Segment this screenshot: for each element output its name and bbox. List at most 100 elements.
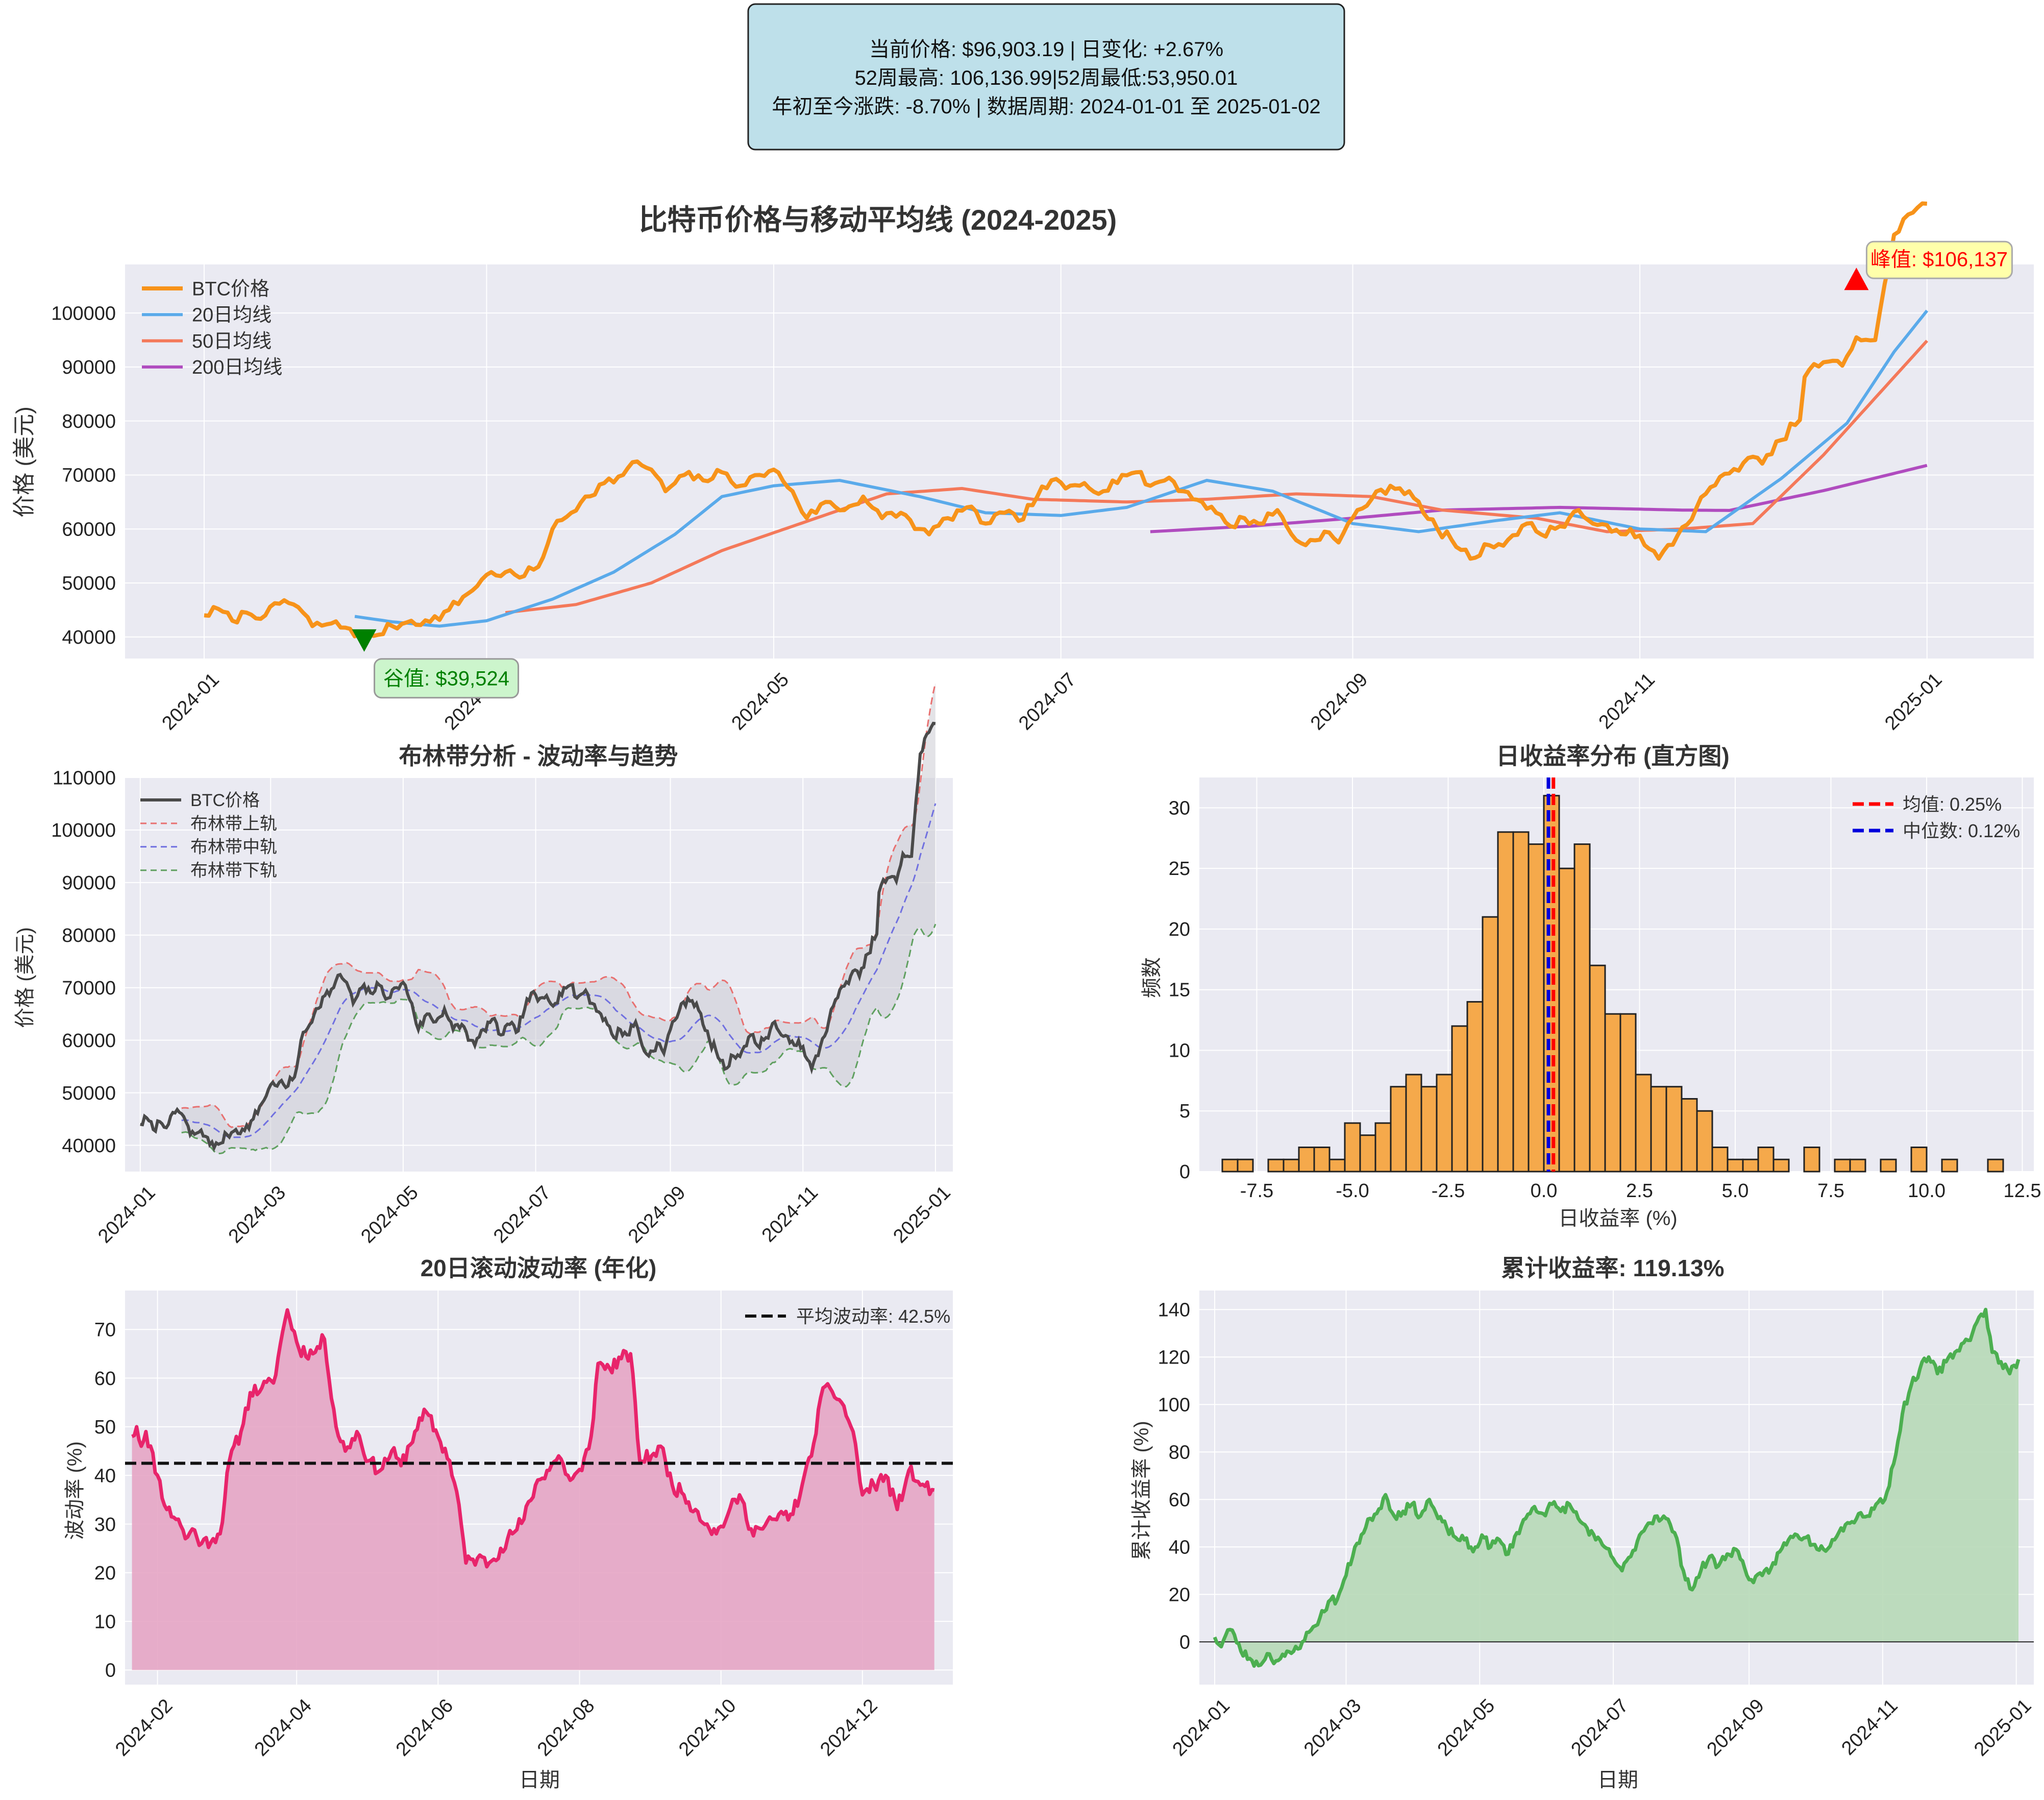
histogram-bar	[1696, 1110, 1713, 1173]
bollinger-price-line	[140, 721, 936, 1152]
histogram-bar	[1711, 1146, 1729, 1173]
histogram-x-tick-label: 0.0	[1531, 1180, 1558, 1202]
bollinger-legend-label: BTC价格	[190, 791, 260, 810]
histogram-bar	[1558, 867, 1575, 1173]
histogram-bar	[1283, 1158, 1300, 1173]
histogram-y-tick-label: 5	[1179, 1101, 1190, 1122]
peak-marker	[1844, 267, 1869, 290]
main-legend-label: BTC价格	[192, 278, 269, 300]
peak-label-box	[1865, 240, 2013, 279]
histogram-bar	[1834, 1158, 1851, 1173]
histogram-x-tick-label: 2.5	[1626, 1180, 1653, 1202]
summary-box-frame	[747, 3, 1345, 151]
main-legend-label: 50日均线	[192, 331, 272, 352]
volatility-y-tick-label: 0	[105, 1660, 116, 1682]
histogram-x-axis-label: 日收益率 (%)	[1558, 1207, 1677, 1230]
histogram-x-tick-label: -2.5	[1432, 1180, 1465, 1202]
ma50-line	[505, 339, 1929, 615]
histogram-bar	[1543, 795, 1560, 1173]
histogram-bar	[1497, 831, 1514, 1173]
histogram-bar	[1727, 1158, 1744, 1173]
bollinger-legend-label: 布林带上轨	[190, 814, 277, 834]
histogram-y-axis-label: 频数	[1141, 957, 1163, 998]
histogram-bar	[1420, 1086, 1438, 1173]
main-y-tick-label: 80000	[62, 411, 116, 432]
histogram-bar	[1328, 1158, 1346, 1173]
histogram-x-tick-label: -7.5	[1240, 1180, 1273, 1202]
bollinger-chart: 40000 50000 60000 70000 80000 90000 100000 1100…	[51, 683, 955, 1247]
histogram-bar	[1405, 1074, 1422, 1173]
bollinger-y-tick-label: 50000	[62, 1083, 116, 1104]
cumulative-area	[1215, 1309, 2018, 1666]
histogram-bar	[1604, 1013, 1621, 1173]
cumulative-y-tick-label: 140	[1158, 1300, 1190, 1321]
volatility-y-tick-label: 30	[94, 1514, 116, 1536]
summary-box: 当前价格: $96,903.19 | 日变化: +2.67% 52周最高: 10…	[747, 3, 1345, 151]
main-chart-title: 比特币价格与移动平均线 (2024-2025)	[639, 204, 1117, 236]
histogram-bar	[1880, 1158, 1897, 1173]
volatility-y-tick-label: 40	[94, 1465, 116, 1487]
bollinger-lower-line	[181, 923, 937, 1155]
trough-marker	[352, 629, 377, 652]
histogram-bar	[1665, 1086, 1683, 1173]
histogram-bar	[1803, 1146, 1820, 1173]
main-y-axis-label: 价格 (美元)	[12, 406, 37, 518]
histogram-bar	[1742, 1158, 1759, 1173]
peak-label: 峰值: $106,137	[1870, 248, 2008, 271]
histogram-y-tick-label: 10	[1169, 1040, 1190, 1061]
bollinger-y-tick-label: 110000	[53, 767, 116, 789]
histogram-x-tick-label: 7.5	[1817, 1180, 1844, 1202]
main-y-tick-label: 50000	[62, 573, 116, 594]
cumulative-y-tick-label: 20	[1169, 1585, 1190, 1606]
histogram-bar	[1237, 1158, 1254, 1173]
volatility-y-tick-label: 60	[94, 1368, 116, 1390]
histogram-bar	[1772, 1158, 1790, 1173]
cumulative-y-tick-label: 60	[1169, 1490, 1190, 1511]
histogram-bar	[1650, 1086, 1667, 1173]
cumulative-y-tick-label: 40	[1169, 1537, 1190, 1559]
main-y-tick-label: 60000	[62, 519, 116, 540]
bollinger-y-tick-label: 80000	[62, 925, 116, 946]
trough-label: 谷值: $39,524	[383, 668, 509, 690]
bollinger-band-fill	[181, 683, 935, 1154]
histogram-y-tick-label: 25	[1169, 858, 1190, 880]
histogram-y-tick-label: 0	[1179, 1161, 1190, 1183]
histogram-x-tick-label: 12.5	[2004, 1180, 2041, 1202]
histogram-y-tick-label: 15	[1169, 980, 1190, 1001]
bollinger-y-axis-label: 价格 (美元)	[14, 927, 36, 1028]
cumulative-y-axis-label: 累计收益率 (%)	[1130, 1421, 1153, 1560]
histogram-x-tick-label: -5.0	[1336, 1180, 1369, 1202]
volatility-y-tick-label: 50	[94, 1417, 116, 1438]
histogram-bar	[1374, 1122, 1392, 1173]
cumulative-x-axis-label: 日期	[1597, 1769, 1638, 1791]
histogram-x-tick-label: 5.0	[1722, 1180, 1749, 1202]
histogram-bar	[1512, 831, 1530, 1173]
ma200-line	[1150, 464, 1928, 533]
histogram-bar	[1221, 1158, 1239, 1173]
histogram-bar	[1681, 1098, 1698, 1173]
histogram-bar	[1528, 843, 1545, 1173]
histogram-bar	[1267, 1158, 1285, 1173]
volatility-y-axis-label: 波动率 (%)	[64, 1441, 86, 1540]
histogram-bar	[1466, 1001, 1484, 1173]
trough-label-box	[374, 658, 520, 699]
main-legend-label: 20日均线	[192, 305, 272, 326]
summary-line-3: 年初至今涨跌: -8.70% | 数据周期: 2024-01-01 至 2025…	[772, 95, 1320, 118]
histogram-x-tick-label: 10.0	[1908, 1180, 1946, 1202]
summary-line-1: 当前价格: $96,903.19 | 日变化: +2.67%	[869, 38, 1223, 61]
histogram-bar	[1635, 1074, 1652, 1173]
cumulative-line	[1213, 1307, 2021, 1668]
histogram-bar	[1482, 916, 1499, 1173]
main-y-tick-label: 100000	[51, 303, 116, 324]
histogram-bar	[1298, 1146, 1315, 1173]
histogram-bar	[1910, 1146, 1928, 1173]
bollinger-chart-title: 布林带分析 - 波动率与趋势	[399, 743, 678, 769]
histogram-bar	[1589, 964, 1606, 1173]
histogram-bar	[1987, 1158, 2004, 1173]
bollinger-y-tick-label: 70000	[62, 978, 116, 999]
histogram-legend-label: 均值: 0.25%	[1903, 794, 2002, 815]
histogram-bar	[1390, 1086, 1407, 1173]
histogram-bar	[1619, 1013, 1637, 1173]
volatility-y-tick-label: 10	[94, 1611, 116, 1633]
volatility-y-tick-label: 20	[94, 1563, 116, 1584]
